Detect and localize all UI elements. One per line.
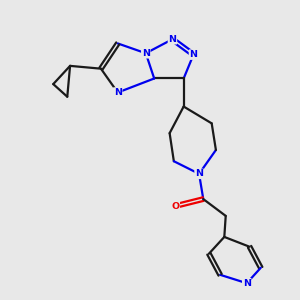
Text: N: N <box>243 279 251 288</box>
Text: N: N <box>114 88 122 97</box>
Text: O: O <box>171 202 179 211</box>
Text: N: N <box>142 49 150 58</box>
Text: N: N <box>168 35 176 44</box>
Text: N: N <box>190 50 197 59</box>
Text: N: N <box>195 169 203 178</box>
